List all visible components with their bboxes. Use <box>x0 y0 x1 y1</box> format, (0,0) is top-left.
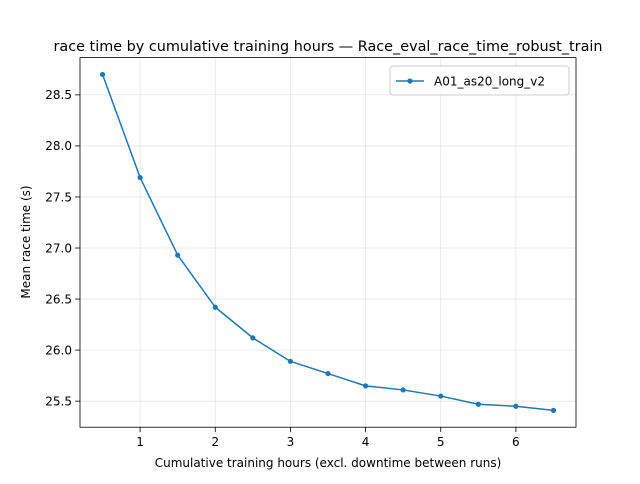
data-point <box>550 407 557 413</box>
data-point <box>438 393 444 399</box>
y-tick-label: 28.0 <box>45 139 72 153</box>
data-point <box>287 358 294 364</box>
y-tick-label: 27.5 <box>45 190 72 204</box>
data-point <box>362 383 369 389</box>
data-point <box>475 401 481 407</box>
data-point <box>99 71 106 78</box>
data-point <box>513 403 519 409</box>
legend: A01_as20_long_v2 <box>389 65 570 96</box>
data-point <box>250 335 256 341</box>
data-point <box>400 387 406 393</box>
y-tick-label: 28.5 <box>45 88 72 102</box>
x-tick-label: 3 <box>287 435 295 449</box>
x-tick-label: 6 <box>512 435 520 449</box>
y-tick-label: 27.0 <box>45 241 72 255</box>
ticks: 1 2 3 4 5 6 25.5 26.0 26.5 27.0 27.5 28.0 28.5 <box>45 88 519 449</box>
data-point <box>137 174 143 181</box>
y-tick-label: 26.0 <box>45 343 72 357</box>
x-tick-label: 5 <box>437 435 445 449</box>
x-axis-label: Cumulative training hours (excl. downtim… <box>155 456 502 470</box>
series-layer <box>99 71 557 413</box>
x-tick-label: 1 <box>136 435 144 449</box>
y-tick-label: 26.5 <box>45 292 72 306</box>
y-tick-label: 25.5 <box>45 394 72 408</box>
legend-marker <box>407 78 413 84</box>
x-tick-label: 2 <box>211 435 219 449</box>
series-line <box>101 74 554 412</box>
x-tick-label: 4 <box>362 435 370 449</box>
legend-box <box>389 65 570 96</box>
y-axis-label: Mean race time (s) <box>19 185 33 298</box>
chart-title: race time by cumulative training hours —… <box>53 39 602 55</box>
data-point <box>325 370 331 377</box>
data-point <box>175 252 181 258</box>
axes-frame <box>79 57 577 428</box>
data-point <box>212 304 218 310</box>
legend-label: A01_as20_long_v2 <box>434 75 545 89</box>
